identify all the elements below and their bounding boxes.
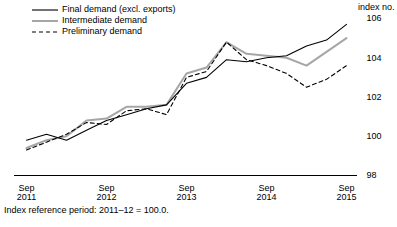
svg-text:Sep2012: Sep2012 [96,183,116,202]
svg-text:102: 102 [367,92,382,102]
svg-text:100: 100 [367,131,382,141]
svg-text:106: 106 [367,13,382,23]
html-text:Preliminary demand: Preliminary demand [62,26,142,36]
svg-text:Sep2011: Sep2011 [17,183,36,202]
html-text:Final demand (excl. exports): Final demand (excl. exports) [62,4,176,14]
html-text:Index reference period: 2011–1: Index reference period: 2011–12 = 100.0. [4,205,169,215]
svg-text:104: 104 [367,53,382,63]
svg-text:Sep2014: Sep2014 [256,183,276,202]
svg-text:Sep2015: Sep2015 [336,183,356,202]
svg-text:98: 98 [367,170,377,180]
svg-text:index no.: index no. [358,2,395,12]
svg-text:Sep2013: Sep2013 [176,183,196,202]
html-text:Intermediate demand: Intermediate demand [62,15,148,25]
